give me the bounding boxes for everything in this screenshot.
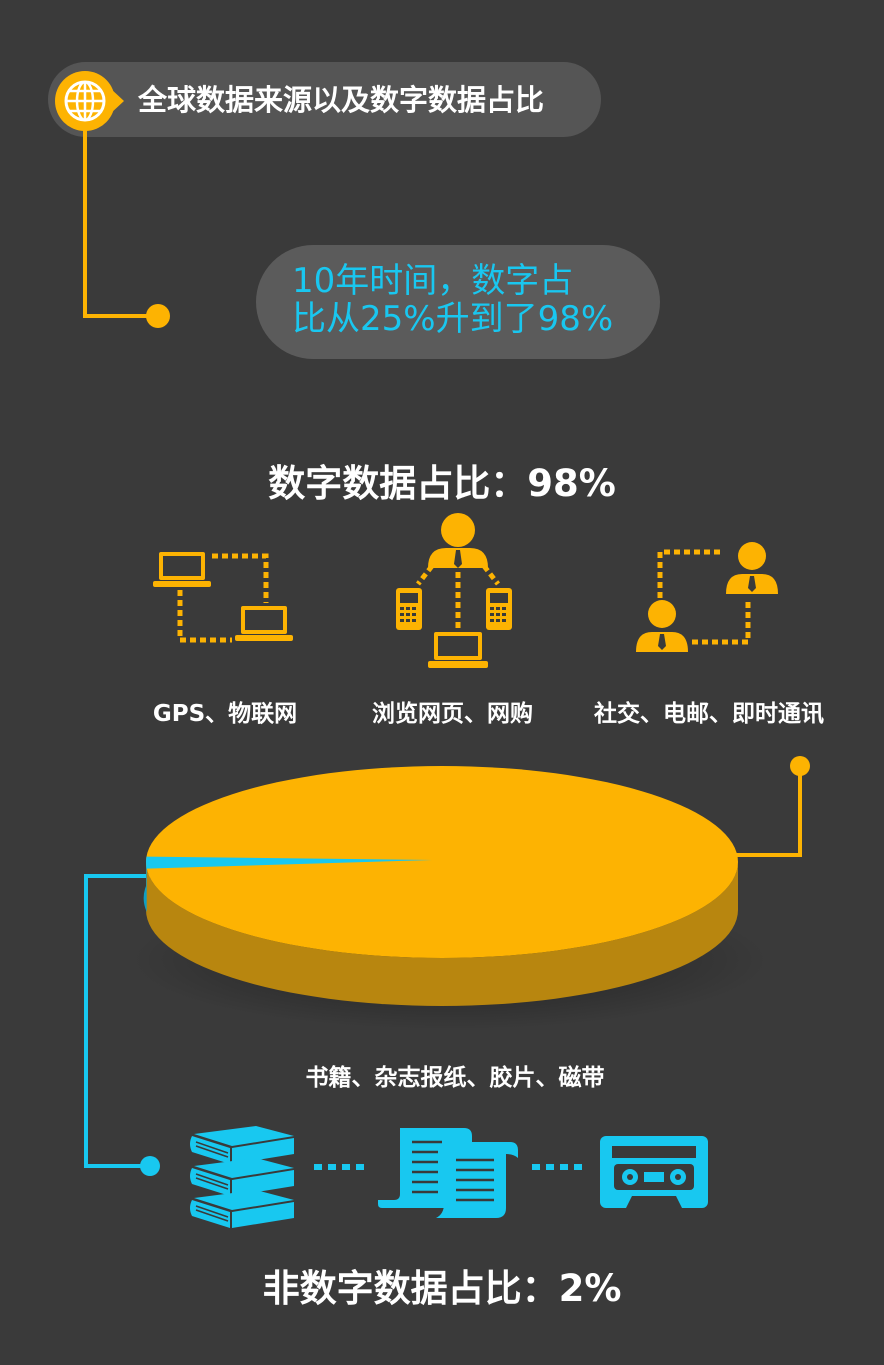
digital-title: 数字数据占比：98% — [268, 462, 616, 505]
pie-side-digital — [146, 862, 738, 1006]
books-icon — [186, 1124, 298, 1228]
pie-slice-digital — [146, 766, 738, 958]
analog-title: 非数字数据占比：2% — [262, 1267, 622, 1310]
page-title: 全球数据来源以及数字数据占比 — [138, 83, 545, 117]
subtitle: 10年时间，数字占 比从25%升到了98% — [292, 262, 652, 338]
pie-side-analog — [143, 862, 147, 912]
subtitle-pill — [256, 245, 660, 359]
category-label-gps: GPS、物联网 — [152, 701, 298, 727]
people-connection-icon — [630, 540, 784, 656]
laptop-network-icon — [150, 548, 302, 652]
analog-label: 书籍、杂志报纸、胶片、磁带 — [305, 1065, 605, 1091]
category-label-browse: 浏览网页、网购 — [372, 701, 533, 727]
dots-separator-2 — [532, 1162, 584, 1172]
dots-separator — [314, 1162, 366, 1172]
pie-slice-analog — [146, 856, 432, 869]
category-label-social: 社交、电邮、即时通讯 — [594, 701, 824, 727]
cassette-tape-icon — [600, 1136, 708, 1208]
person-phones-laptop-icon — [390, 510, 526, 674]
subtitle-line-1: 10年时间，数字占 — [292, 261, 574, 301]
title-pill — [48, 62, 601, 137]
subtitle-line-2: 比从25%升到了98% — [292, 299, 614, 339]
scroll-paper-icon — [378, 1124, 522, 1220]
globe-icon — [54, 70, 124, 132]
